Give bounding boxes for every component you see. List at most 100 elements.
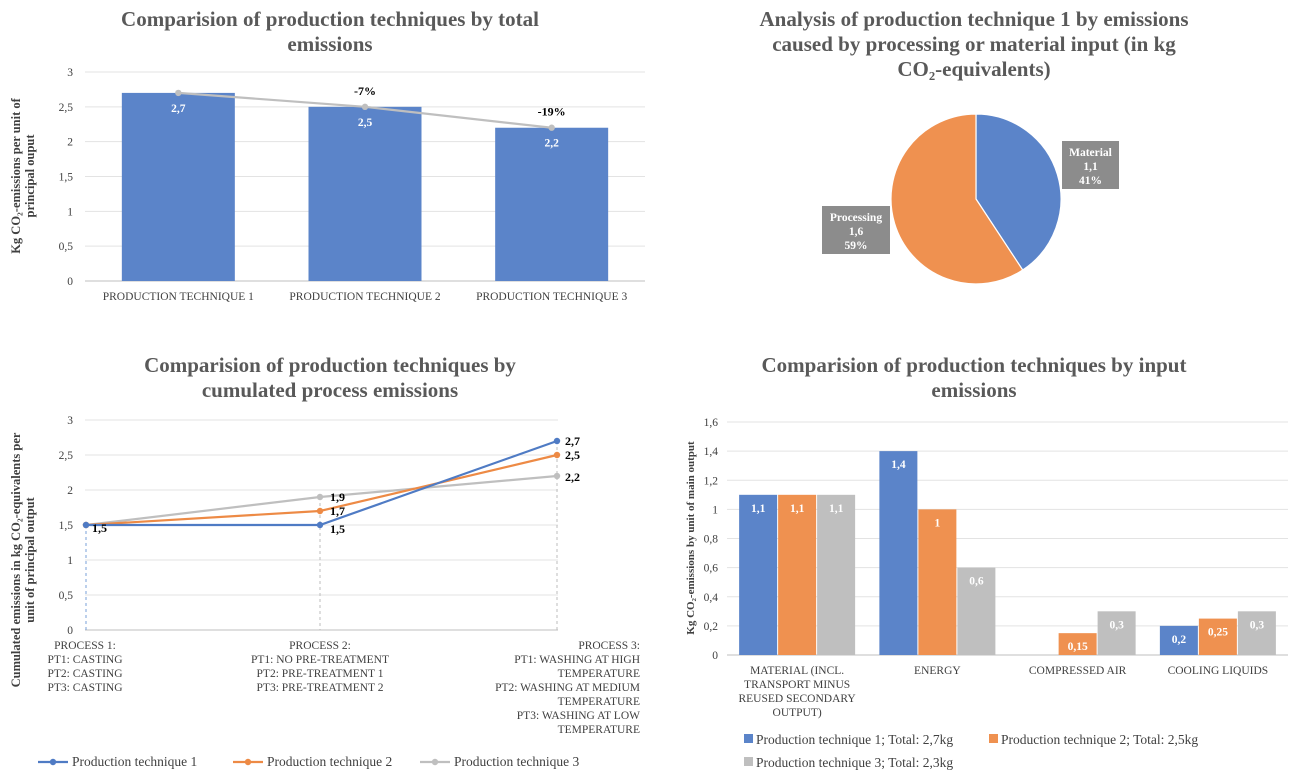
bar [1058,633,1097,655]
y-axis-label-line: Cumulated emissions in kg CO₂-equivalent… [9,432,23,687]
y-axis-label: Cumulated emissions in kg CO₂-equivalent… [9,432,37,687]
x-tick-label: PROCESS 3: [578,640,640,652]
x-tick-label: PT1: CASTING [47,654,122,666]
x-tick-label: MATERIAL (INCL. [750,665,844,677]
bar [817,494,856,655]
y-tick-label: 0 [67,276,73,288]
data-label: 2,5 [358,117,373,129]
data-label: 0,6 [969,576,984,588]
chart-title: Comparision of production techniques by [144,353,516,377]
y-tick-label: 1,5 [59,520,74,532]
bar [308,106,422,281]
series-point [316,493,324,501]
legend-swatch [989,734,998,743]
chart-total-emissions: 0 0,5 1 1,5 2 2,5 3 Kg CO₂-emissions per unit o… [9,67,645,303]
pie-label-name: Processing [830,212,882,224]
bar [739,494,778,655]
data-label: 1,7 [330,504,345,518]
y-tick-label: 2 [67,485,73,497]
trend-point [548,124,555,131]
y-tick-label: 3 [67,415,73,427]
series-point [553,451,561,459]
y-tick-label: 1,4 [704,446,719,458]
y-tick-label: 0,5 [59,590,74,602]
data-label: 0,3 [1250,619,1265,631]
y-tick-label: 1,5 [59,172,74,184]
chart-cumulated-process: 0 0,5 1 1,5 2 2,5 3 Cumulated emissions in kg C… [9,415,640,769]
y-tick-label: 0,6 [704,563,719,575]
y-tick-label: 2 [67,137,73,149]
chart-title: CO₂-equivalents) [897,57,1050,81]
data-label: 1,5 [92,521,107,535]
data-label: 1,1 [829,503,844,515]
pie-label-box [1062,141,1119,189]
x-tick-label: PRODUCTION TECHNIQUE 2 [289,291,440,303]
y-tick-label: 0,4 [704,592,719,604]
chart-title: emissions [931,378,1016,402]
data-label: 2,2 [544,138,559,150]
x-tick-label: COOLING LIQUIDS [1168,665,1269,677]
y-axis-label: Kg CO₂-emissions by unit of main output [685,441,697,635]
x-tick-label: REUSED SECONDARY [738,693,856,705]
x-tick-label: OUTPUT) [773,707,822,719]
legend-label: Production technique 1 [72,754,197,769]
x-tick-label: PROCESS 2: [289,640,351,652]
data-label: 2,5 [565,448,580,462]
chart-title: emissions [287,32,372,56]
bar [957,567,996,655]
y-tick-label: 0 [67,625,73,637]
x-tick-label: PRODUCTION TECHNIQUE 1 [103,291,254,303]
chart-input-emissions: 0 0,2 0,4 0,6 0,8 1 1,2 1,4 1,6 Kg CO₂-emissions … [685,417,1288,770]
legend-swatch [744,757,753,766]
x-tick-label: PT3: WASHING AT LOW [517,710,640,722]
y-tick-label: 3 [67,67,73,79]
change-label: -7% [354,84,376,98]
series-point [553,472,561,480]
legend-marker [244,758,252,766]
bar [879,451,918,655]
series-point [553,437,561,445]
series-point [316,507,324,515]
data-label: 2,7 [565,434,580,448]
x-tick-label: TRANSPORT MINUS [744,679,850,691]
y-tick-label: 2,5 [59,450,74,462]
chart-title: cumulated process emissions [202,378,458,402]
pie-label-value: 1,1 [1083,161,1098,173]
pie-slice [890,113,1024,285]
y-axis-label: Kg CO₂-emissions per unit of principal ou… [9,97,37,253]
y-tick-label: 1 [67,555,73,567]
bar [1097,611,1136,655]
chart-title: Analysis of production technique 1 by em… [759,7,1188,31]
x-tick-label: TEMPERATURE [558,696,640,708]
bar [1159,625,1198,655]
legend-marker [431,758,439,766]
legend-label: Production technique 3; Total: 2,3kg [756,755,953,770]
data-label: 0,15 [1068,641,1088,653]
x-tick-label: TEMPERATURE [558,724,640,736]
data-label: 2,7 [171,103,186,115]
bar [121,92,235,282]
x-tick-label: PT1: WASHING AT HIGH [514,654,640,666]
data-label: 1 [935,517,941,529]
pie-label-box [822,206,890,254]
y-axis-label-line: unit of principal output [23,496,37,622]
pie-label-percent: 41% [1079,175,1102,187]
y-tick-label: 1 [67,206,73,218]
chart-pie-technique-1: Material 1,1 41% Processing 1,6 59% [822,113,1119,285]
x-tick-label: COMPRESSED AIR [1029,665,1127,677]
legend-label: Production technique 2; Total: 2,5kg [1001,732,1198,747]
chart-title: Comparision of production techniques by … [121,7,539,31]
y-tick-label: 1,6 [704,417,719,429]
y-axis-label-line: Kg CO₂-emissions per unit of [9,97,23,253]
data-label: 0,3 [1109,619,1124,631]
legend-label: Production technique 3 [454,754,579,769]
chart-title: Comparision of production techniques by … [762,353,1187,377]
bar [1198,618,1237,655]
y-tick-label: 2,5 [59,102,74,114]
bar [1237,611,1276,655]
x-tick-label: TEMPERATURE [558,668,640,680]
x-tick-label: PT2: WASHING AT MEDIUM [495,682,640,694]
y-axis-label-line: Kg CO₂-emissions by unit of main output [685,441,697,635]
y-tick-label: 0,2 [704,621,719,633]
series-line [85,474,558,527]
